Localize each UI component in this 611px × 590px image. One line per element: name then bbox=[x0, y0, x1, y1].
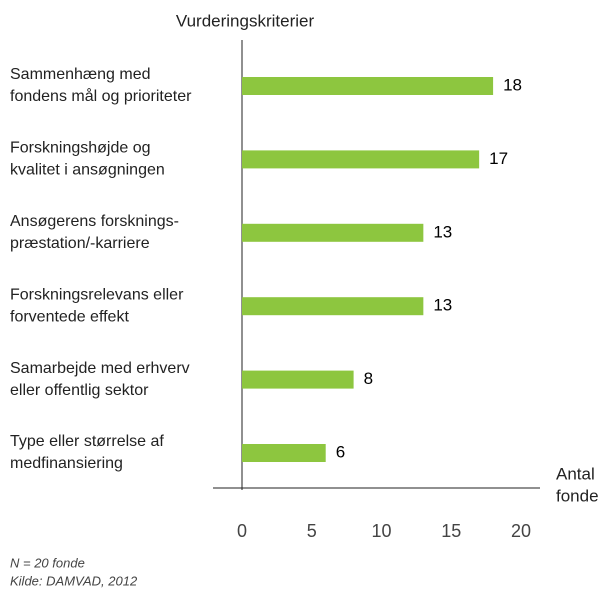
value-label: 17 bbox=[489, 149, 508, 168]
value-label: 13 bbox=[433, 222, 452, 241]
value-label: 6 bbox=[336, 442, 345, 461]
footnote: Kilde: DAMVAD, 2012 bbox=[10, 573, 138, 588]
chart-title: Vurderingskriterier bbox=[176, 11, 315, 30]
x-axis-label: Antal bbox=[556, 464, 595, 483]
category-label: fondens mål og prioriteter bbox=[10, 87, 192, 105]
category-label: Forskningshøjde og bbox=[10, 140, 151, 157]
category-label: medfinansiering bbox=[10, 455, 123, 472]
category-label: præstation/-karriere bbox=[10, 235, 150, 252]
category-label: Samarbejde med erhverv bbox=[10, 360, 190, 377]
value-label: 18 bbox=[503, 75, 522, 94]
bar bbox=[242, 77, 494, 95]
category-label: Forskningsrelevans eller bbox=[10, 286, 184, 303]
bar bbox=[242, 370, 354, 389]
category-label: Type eller størrelse af bbox=[10, 433, 164, 450]
category-label: Sammenhæng med bbox=[10, 66, 151, 83]
category-label: eller offentlig sektor bbox=[10, 382, 149, 399]
x-tick-label: 0 bbox=[237, 521, 247, 541]
category-label: kvalitet i ansøgningen bbox=[10, 162, 165, 179]
bar bbox=[242, 444, 326, 462]
bar bbox=[242, 223, 424, 242]
bar bbox=[242, 297, 424, 316]
x-tick-label: 10 bbox=[371, 521, 391, 541]
category-label: Ansøgerens forsknings- bbox=[10, 213, 179, 230]
x-tick-label: 15 bbox=[441, 521, 461, 541]
x-axis-label: fonde bbox=[556, 486, 599, 505]
x-tick-label: 20 bbox=[511, 521, 531, 541]
category-label: forventede effekt bbox=[10, 308, 129, 325]
x-tick-label: 5 bbox=[307, 521, 317, 541]
footnote: N = 20 fonde bbox=[10, 555, 85, 570]
value-label: 13 bbox=[433, 296, 452, 315]
value-label: 8 bbox=[364, 369, 373, 388]
bar bbox=[242, 150, 480, 169]
